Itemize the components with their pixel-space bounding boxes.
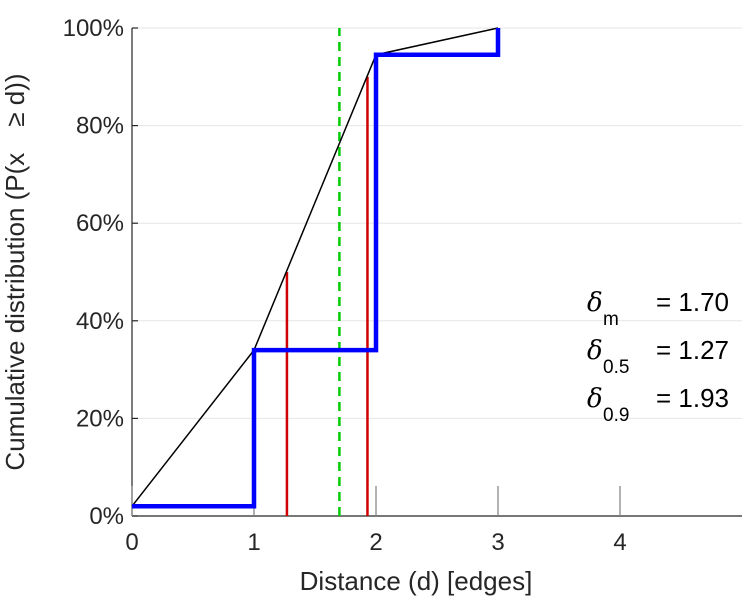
y-tick-label-4: 80% <box>76 113 124 140</box>
y-tick-label-0: 0% <box>89 503 124 530</box>
axes <box>131 27 742 517</box>
stat-annotation-2: δ0.9 = 1.93 <box>587 383 729 426</box>
x-tick-label-1: 1 <box>247 529 260 556</box>
tick-labels: 0% 20% 40% 60% 80% 100% 0 1 2 3 4 <box>63 15 627 556</box>
y-tick-label-2: 40% <box>76 308 124 335</box>
y-tick-label-1: 20% <box>76 405 124 432</box>
interpolated-series-line <box>131 27 499 507</box>
x-tick-label-4: 4 <box>613 529 626 556</box>
stat-subscript: m <box>603 309 619 330</box>
stat-value: = 1.27 <box>656 335 729 365</box>
stat-annotation-0: δm = 1.70 <box>587 287 729 330</box>
x-tick-label-3: 3 <box>491 529 504 556</box>
x-tick-label-0: 0 <box>125 529 138 556</box>
step-series-line <box>132 28 501 509</box>
stat-value: = 1.70 <box>656 287 729 317</box>
y-axis-title: Cumulative distribution (P(x ≥ d)) <box>0 73 30 470</box>
plot-area <box>131 27 501 516</box>
stat-value: = 1.93 <box>656 383 729 413</box>
y-tick-label-3: 60% <box>76 210 124 237</box>
y-tick-label-5: 100% <box>63 15 124 42</box>
stat-subscript: 0.5 <box>603 357 629 378</box>
stat-annotation-1: δ0.5 = 1.27 <box>587 335 729 378</box>
x-tick-label-2: 2 <box>369 529 382 556</box>
gridlines <box>132 27 742 419</box>
stat-symbol: δ <box>587 336 603 366</box>
stat-symbol: δ <box>587 384 603 414</box>
stat-subscript: 0.9 <box>603 405 629 426</box>
x-axis-title: Distance (d) [edges] <box>300 566 533 596</box>
stat-symbol: δ <box>587 288 603 318</box>
